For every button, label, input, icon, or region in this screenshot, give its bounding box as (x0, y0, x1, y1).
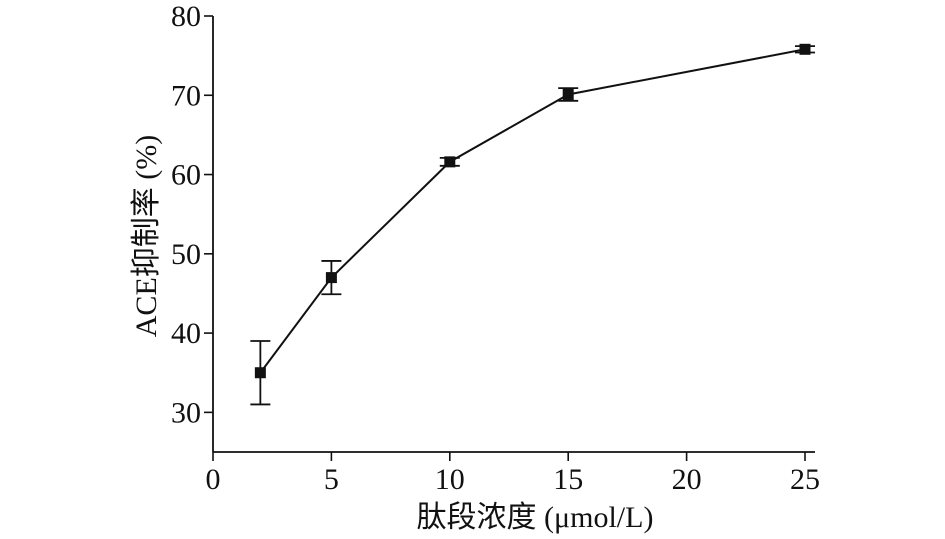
x-axis-title: 肽段浓度 (μmol/L) (417, 501, 654, 534)
data-point (325, 272, 337, 284)
y-tick-label: 40 (171, 317, 201, 350)
data-point (799, 43, 811, 55)
x-tick-label: 15 (553, 463, 583, 496)
y-tick-label: 50 (171, 238, 201, 271)
x-tick-label: 25 (790, 463, 820, 496)
y-tick-label: 60 (171, 159, 201, 192)
x-tick-label: 20 (672, 463, 702, 496)
y-tick-label: 80 (171, 0, 201, 33)
data-point (562, 88, 574, 100)
x-ticks: 0 5 10 15 20 25 (206, 452, 820, 496)
series-line (259, 48, 806, 374)
x-tick-label: 5 (324, 463, 339, 496)
y-tick-label: 30 (171, 396, 201, 429)
data-point (254, 367, 266, 379)
x-tick-label: 0 (206, 463, 221, 496)
y-axis-title: ACE抑制率 (%) (130, 135, 163, 337)
y-tick-label: 70 (171, 79, 201, 112)
plot-area (250, 43, 815, 406)
data-point (444, 156, 456, 168)
y-ticks: 30 40 50 60 70 80 (171, 0, 213, 429)
x-tick-label: 10 (435, 463, 465, 496)
